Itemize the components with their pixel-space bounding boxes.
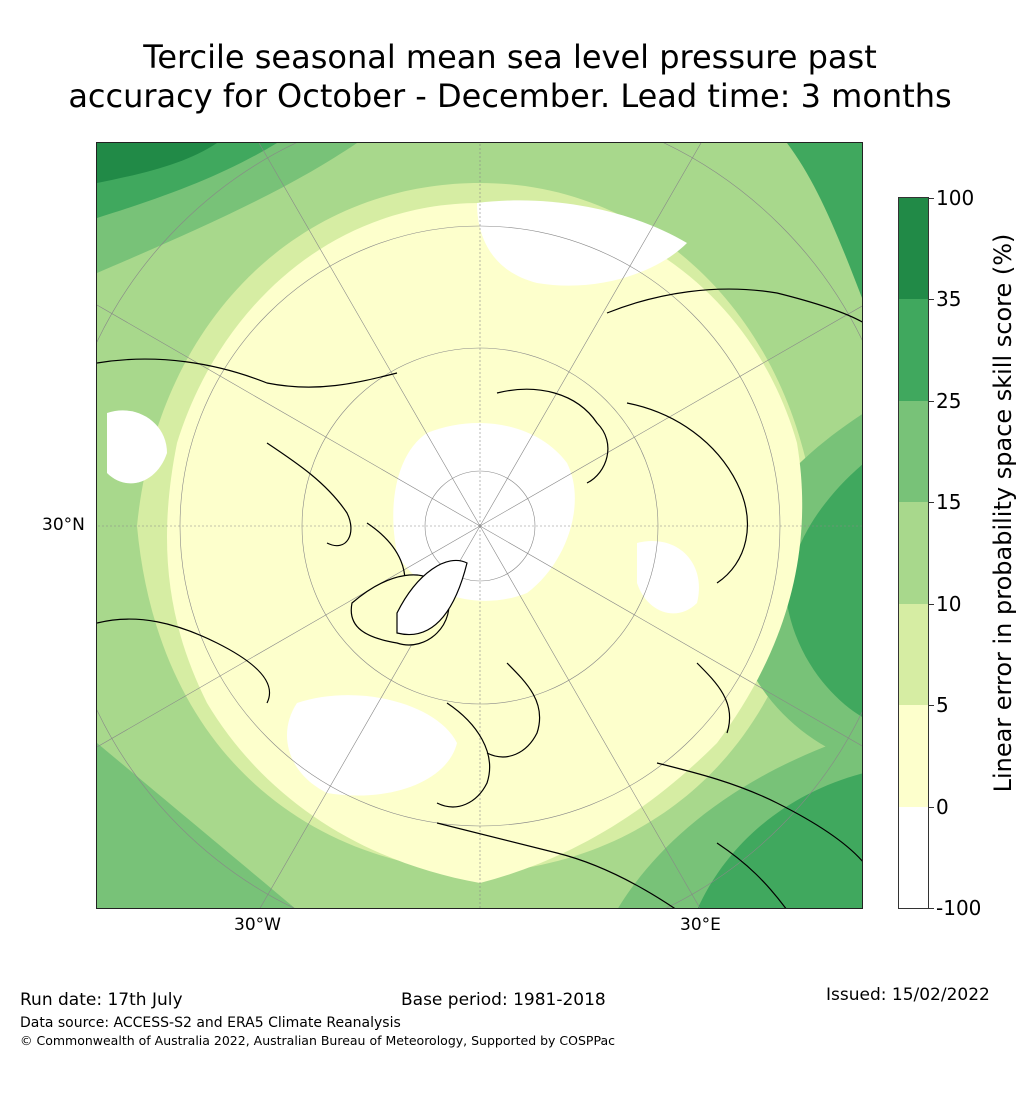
title-line-1: Tercile seasonal mean sea level pressure… [143,38,877,76]
region-25-35-se [697,773,862,908]
lon-label-30w: 30°W [234,915,281,935]
colorbar-tick-mark [929,198,934,199]
colorbar-tick-label: 35 [936,287,962,312]
colorbar-label: Linear error in probability space skill … [989,233,1017,793]
colorbar-tick-label: -100 [936,896,982,920]
colorbar-segment [899,198,928,300]
colorbar-tick-label: 25 [936,388,962,413]
region-below-0-atlantic [287,695,457,796]
colorbar-tick-label: 100 [936,186,975,210]
colorbar-tick-mark [929,400,934,402]
polar-map [96,142,863,909]
colorbar-segment [899,400,928,503]
colorbar-segment [899,705,928,807]
region-below-0-pole [393,423,575,601]
colorbar-tick-label: 10 [936,591,962,616]
colorbar-tick-label: 5 [936,693,949,718]
colorbar-segment [899,806,928,908]
title-line-2: accuracy for October - December. Lead ti… [68,77,952,115]
region-25-35-ne [787,143,862,298]
region-15-25-sw [97,743,295,908]
region-below-0-east [637,541,699,614]
colorbar-tick-label: 15 [936,490,962,515]
lat-label-30n: 30°N [42,515,85,535]
colorbar-tick-mark [929,705,934,707]
map-title: Tercile seasonal mean sea level pressure… [0,38,1020,116]
colorbar [898,197,929,909]
copyright: © Commonwealth of Australia 2022, Austra… [20,1033,615,1048]
region-below-0-north [477,200,687,286]
greenland [396,559,468,636]
colorbar-tick-mark [929,806,934,808]
colorbar-tick-mark [929,502,934,504]
colorbar-segment [899,603,928,706]
colorbar-tick-label: 0 [936,794,949,819]
graticule [97,143,862,908]
colorbar-segment [899,502,928,604]
data-source: Data source: ACCESS-S2 and ERA5 Climate … [20,1015,401,1031]
colorbar-tick-mark [929,908,934,909]
colorbar-segment [899,299,928,401]
colorbar-tick-mark [929,299,934,301]
run-date: Run date: 17th July [20,990,183,1010]
lon-label-30e: 30°E [680,915,721,935]
region-35-100-nw [97,143,217,183]
map-canvas [97,143,862,908]
base-period: Base period: 1981-2018 [401,990,606,1010]
region-below-0-west [107,410,167,484]
issued-date: Issued: 15/02/2022 [826,985,990,1005]
region-25-35-east [787,464,862,717]
colorbar-tick-mark [929,603,934,605]
